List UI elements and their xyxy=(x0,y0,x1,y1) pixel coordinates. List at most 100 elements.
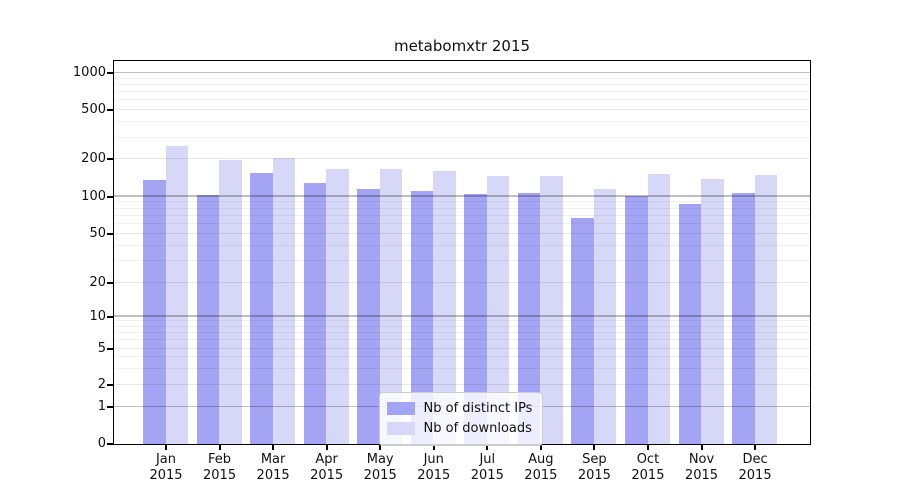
gridline-8 xyxy=(113,325,810,327)
x-tick-label-may: May 2015 xyxy=(363,452,397,483)
downloads-swatch xyxy=(386,422,415,435)
x-tick-mark-oct xyxy=(646,444,649,450)
y-tick-mark-1 xyxy=(107,406,113,408)
x-tick-mark-sep xyxy=(593,444,596,450)
gridline-3 xyxy=(113,367,810,369)
gridline-2 xyxy=(113,384,810,385)
y-tick-label-200: 200 xyxy=(81,151,106,167)
gridline-800 xyxy=(113,84,810,85)
bar-downloads-apr xyxy=(326,168,349,444)
gridline-50 xyxy=(113,232,810,234)
x-tick-mark-apr xyxy=(325,444,328,450)
gridline-40 xyxy=(113,244,810,246)
y-tick-label-100: 100 xyxy=(81,188,106,204)
gridline-9 xyxy=(113,320,810,322)
x-tick-label-mar: Mar 2015 xyxy=(256,452,290,483)
y-tick-label-0: 0 xyxy=(97,435,106,451)
gridline-300 xyxy=(113,136,810,138)
y-tick-label-20: 20 xyxy=(89,274,106,290)
x-tick-label-feb: Feb 2015 xyxy=(203,452,237,483)
y-tick-mark-100 xyxy=(107,195,113,198)
x-tick-label-jun: Jun 2015 xyxy=(417,452,451,483)
bar-distinct-ips-jan xyxy=(143,179,166,444)
gridline-70 xyxy=(113,214,810,216)
legend-item-distinct-ips: Nb of distinct IPs xyxy=(386,399,533,419)
x-tick-mark-jul xyxy=(486,444,489,450)
bar-distinct-ips-nov xyxy=(678,203,701,444)
x-tick-mark-feb xyxy=(218,444,221,450)
y-tick-mark-1000 xyxy=(107,72,113,74)
bar-distinct-ips-mar xyxy=(250,172,273,444)
bar-downloads-jun xyxy=(433,170,456,444)
gridline-900 xyxy=(113,77,810,79)
y-tick-mark-50 xyxy=(107,232,113,235)
gridline-90 xyxy=(113,201,810,203)
bar-downloads-may xyxy=(379,168,403,444)
legend-item-downloads: Nb of downloads xyxy=(386,419,533,439)
x-tick-mark-nov xyxy=(700,444,703,450)
y-tick-mark-500 xyxy=(107,109,113,112)
bar-distinct-ips-sep xyxy=(571,217,594,444)
legend-label-distinct-ips: Nb of distinct IPs xyxy=(423,401,533,416)
x-tick-label-apr: Apr 2015 xyxy=(310,452,344,483)
gridline-100 xyxy=(113,195,810,197)
bar-downloads-sep xyxy=(593,189,617,444)
gridline-60 xyxy=(113,222,810,224)
y-tick-mark-0 xyxy=(107,442,113,445)
y-tick-mark-200 xyxy=(107,158,113,161)
bar-downloads-nov xyxy=(701,178,724,444)
bar-downloads-aug xyxy=(540,176,563,444)
x-tick-label-aug: Aug 2015 xyxy=(524,452,558,483)
x-tick-label-nov: Nov 2015 xyxy=(684,452,719,483)
x-tick-label-oct: Oct 2015 xyxy=(631,452,665,483)
gridline-700 xyxy=(113,91,810,93)
y-tick-mark-2 xyxy=(107,384,113,386)
x-tick-mark-jun xyxy=(432,444,435,450)
gridline-4 xyxy=(113,356,810,358)
y-tick-label-1000: 1000 xyxy=(72,65,106,80)
y-tick-label-1: 1 xyxy=(97,399,106,414)
bar-distinct-ips-jul xyxy=(464,193,487,444)
gridline-7 xyxy=(113,332,810,333)
x-tick-label-jul: Jul 2015 xyxy=(470,452,504,483)
bar-downloads-oct xyxy=(647,173,670,444)
gridline-1000 xyxy=(113,71,810,74)
distinct-ips-swatch xyxy=(386,402,415,415)
bar-downloads-mar xyxy=(272,157,296,444)
legend-label-downloads: Nb of downloads xyxy=(423,421,532,436)
bar-distinct-ips-oct xyxy=(625,195,648,444)
gridline-20 xyxy=(113,281,810,283)
gridline-500 xyxy=(113,109,810,111)
x-tick-label-jan: Jan 2015 xyxy=(149,452,183,483)
gridline-10 xyxy=(113,315,810,317)
gridline-80 xyxy=(113,207,810,209)
x-tick-mark-jan xyxy=(165,444,167,450)
legend: Nb of distinct IPs Nb of downloads xyxy=(378,391,544,446)
plot-area: Nb of distinct IPs Nb of downloads xyxy=(112,59,811,446)
bar-distinct-ips-aug xyxy=(517,192,541,444)
gridline-5 xyxy=(113,347,810,349)
bar-distinct-ips-may xyxy=(357,189,380,444)
bar-downloads-feb xyxy=(219,159,242,444)
y-tick-label-5: 5 xyxy=(97,340,106,356)
y-tick-label-10: 10 xyxy=(89,308,106,324)
bar-downloads-dec xyxy=(754,175,777,444)
bar-downloads-jan xyxy=(165,146,188,444)
x-tick-mark-mar xyxy=(272,444,275,450)
gridline-30 xyxy=(113,260,810,262)
y-tick-label-50: 50 xyxy=(89,225,106,241)
y-tick-mark-10 xyxy=(107,315,113,318)
y-tick-label-2: 2 xyxy=(97,377,106,392)
x-tick-label-dec: Dec 2015 xyxy=(738,452,772,483)
x-tick-mark-dec xyxy=(754,444,757,450)
y-tick-label-500: 500 xyxy=(81,102,106,118)
gridline-6 xyxy=(113,339,810,341)
y-tick-mark-20 xyxy=(107,281,113,284)
bar-downloads-jul xyxy=(486,175,510,444)
bar-distinct-ips-dec xyxy=(732,192,755,444)
bar-distinct-ips-feb xyxy=(196,194,219,444)
bar-distinct-ips-jun xyxy=(410,190,434,444)
gridline-200 xyxy=(113,158,810,160)
y-tick-mark-5 xyxy=(107,347,113,350)
